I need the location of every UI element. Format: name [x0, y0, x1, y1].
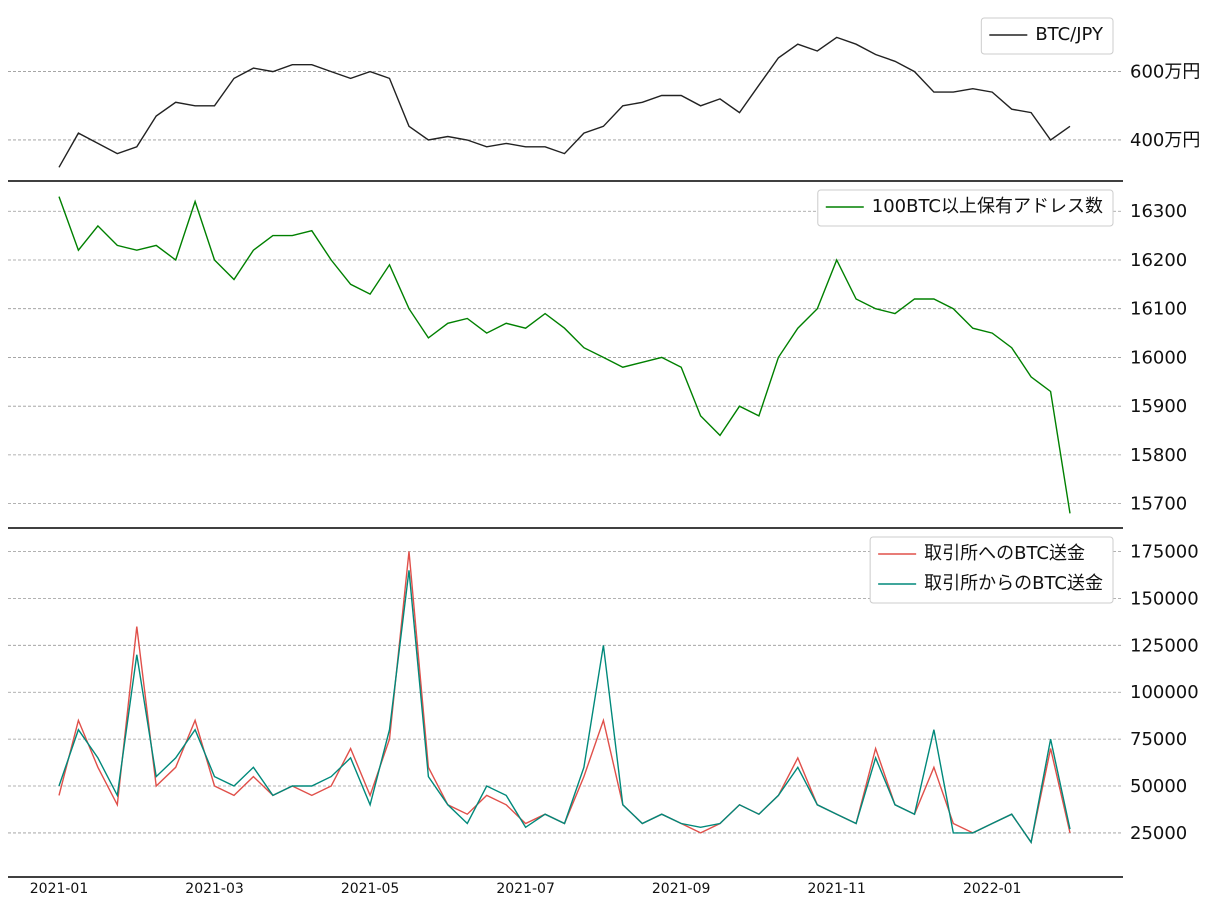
- y-tick-label: 15900: [1130, 396, 1187, 417]
- y-tick-label: 25000: [1130, 823, 1187, 844]
- x-tick-label: 2021-09: [652, 881, 711, 897]
- data-line: [58, 36, 1071, 168]
- y-tick-label: 16100: [1130, 299, 1187, 320]
- y-tick-label: 100000: [1130, 682, 1199, 703]
- x-tick-label: 2021-07: [496, 881, 555, 897]
- y-tick-label: 175000: [1130, 542, 1199, 563]
- y-tick-label: 400万円: [1130, 130, 1200, 151]
- data-line: [58, 196, 1071, 514]
- x-tick-label: 2021-03: [185, 881, 244, 897]
- legend: 100BTC以上保有アドレス数: [817, 189, 1114, 227]
- y-tick-label: 16200: [1130, 250, 1187, 271]
- legend: BTC/JPY: [980, 17, 1114, 55]
- y-tick-label: 15700: [1130, 494, 1187, 515]
- y-tick-label: 15800: [1130, 445, 1187, 466]
- x-tick-label: 2021-11: [807, 881, 866, 897]
- x-tick-label: 2021-05: [341, 881, 400, 897]
- x-tick-label: 2021-01: [30, 881, 89, 897]
- legend-label: 100BTC以上保有アドレス数: [872, 196, 1103, 217]
- legend-box: [980, 17, 1114, 55]
- y-tick-label: 600万円: [1130, 62, 1200, 83]
- y-tick-label: 125000: [1130, 635, 1199, 656]
- legend-box: [869, 536, 1114, 604]
- legend-label: BTC/JPY: [1035, 24, 1104, 45]
- y-tick-label: 150000: [1130, 588, 1199, 609]
- y-tick-label: 16000: [1130, 347, 1187, 368]
- x-tick-label: 2022-01: [963, 881, 1022, 897]
- y-tick-label: 75000: [1130, 729, 1187, 750]
- legend-box: [817, 189, 1114, 227]
- legend-label: 取引所へのBTC送金: [924, 543, 1085, 564]
- y-tick-label: 16300: [1130, 201, 1187, 222]
- legend-label: 取引所からのBTC送金: [924, 573, 1103, 594]
- data-line: [58, 570, 1071, 845]
- y-tick-label: 50000: [1130, 776, 1187, 797]
